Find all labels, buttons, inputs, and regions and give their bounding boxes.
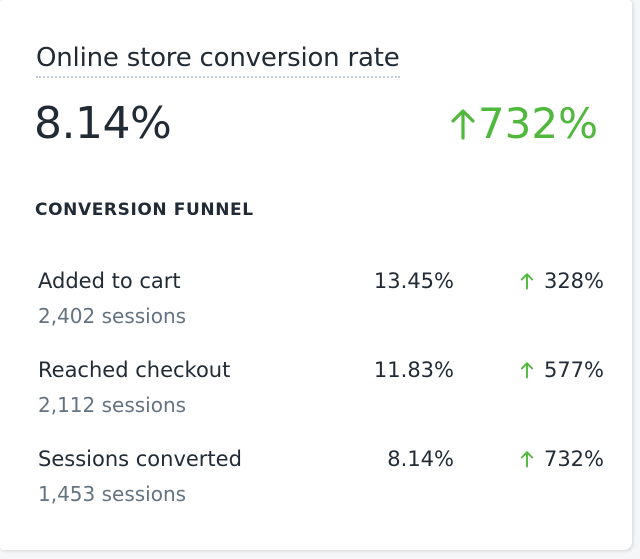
- funnel-row-sessions: 2,112 sessions: [38, 393, 187, 417]
- funnel-row-label: Reached checkout: [38, 358, 231, 382]
- funnel-row-percent: 11.83%: [373, 358, 454, 382]
- funnel-row-label: Sessions converted: [38, 447, 242, 471]
- funnel-heading: CONVERSION FUNNEL: [35, 200, 254, 220]
- arrow-up-icon: [520, 273, 534, 290]
- funnel-list: Added to cart 2,402 sessions 13.45% 328%…: [38, 264, 604, 531]
- funnel-row-change-value: 328%: [543, 269, 604, 293]
- arrow-up-icon: [451, 109, 475, 140]
- funnel-row-label: Added to cart: [38, 269, 181, 293]
- arrow-up-icon: [520, 451, 534, 468]
- funnel-row-reached-checkout: Reached checkout 2,112 sessions 11.83% 5…: [38, 353, 604, 442]
- conversion-rate-value: 8.14%: [34, 98, 172, 149]
- funnel-row-percent: 13.45%: [373, 269, 454, 293]
- funnel-row-sessions-converted: Sessions converted 1,453 sessions 8.14% …: [38, 442, 604, 531]
- funnel-row-change-value: 577%: [543, 358, 604, 382]
- conversion-rate-change: 732%: [450, 98, 598, 150]
- funnel-row-change: 577%: [520, 355, 604, 385]
- funnel-row-change-value: 732%: [543, 447, 604, 471]
- funnel-row-change: 732%: [520, 444, 604, 474]
- conversion-rate-card: Online store conversion rate 8.14% 732% …: [0, 0, 632, 550]
- funnel-row-sessions: 1,453 sessions: [38, 482, 187, 506]
- funnel-row-percent: 8.14%: [387, 447, 454, 471]
- funnel-row-sessions: 2,402 sessions: [38, 304, 187, 328]
- conversion-rate-change-value: 732%: [477, 99, 598, 148]
- card-title[interactable]: Online store conversion rate: [36, 40, 400, 78]
- arrow-up-icon: [520, 362, 534, 379]
- funnel-row-added-to-cart: Added to cart 2,402 sessions 13.45% 328%: [38, 264, 604, 353]
- funnel-row-change: 328%: [520, 266, 604, 296]
